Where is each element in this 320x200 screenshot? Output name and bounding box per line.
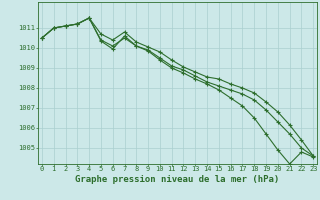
X-axis label: Graphe pression niveau de la mer (hPa): Graphe pression niveau de la mer (hPa) [76, 175, 280, 184]
